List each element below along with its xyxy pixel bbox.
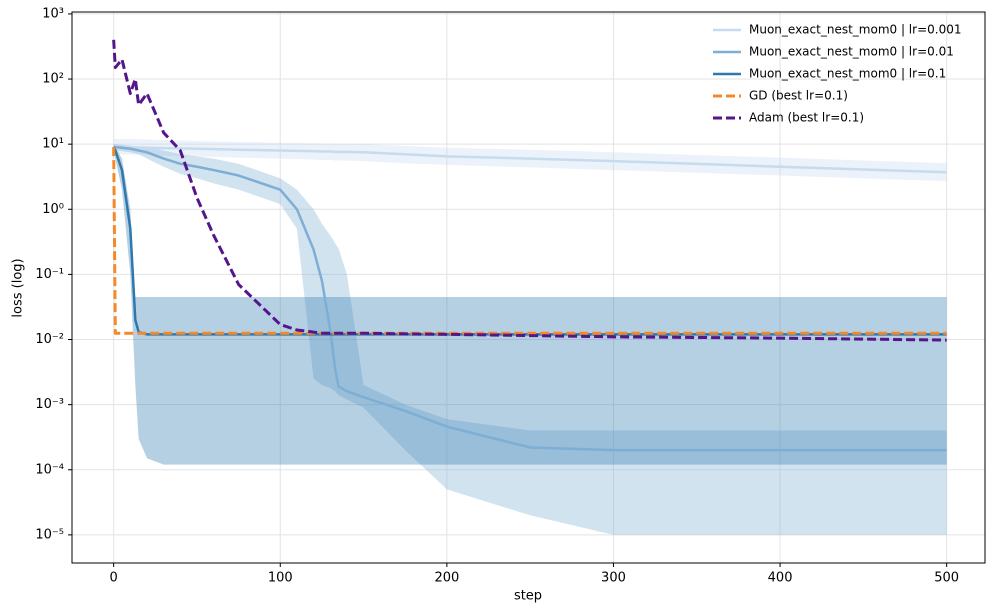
legend: Muon_exact_nest_mom0 | lr=0.001 Muon_exac… bbox=[713, 23, 961, 125]
x-tick-label: 200 bbox=[434, 571, 459, 586]
plot-frame bbox=[71, 11, 986, 564]
line bbox=[112, 39, 947, 342]
band bbox=[113, 144, 947, 535]
y-tick-label: 10⁻² bbox=[35, 332, 64, 347]
band bbox=[113, 138, 947, 182]
x-tick-label: 100 bbox=[268, 571, 293, 586]
legend-label: Muon_exact_nest_mom0 | lr=0.1 bbox=[749, 67, 946, 81]
y-tick-label: 10⁰ bbox=[42, 202, 64, 217]
axes: 0 100 200 300 400 500 10⁻⁵ 10⁻⁴ 10⁻³ 10⁻² 10⁻¹ 10⁰ 1… bbox=[35, 6, 959, 585]
bands bbox=[113, 138, 947, 535]
lines bbox=[112, 39, 947, 452]
legend-label: Adam (best lr=0.1) bbox=[749, 111, 864, 125]
y-tick-label: 10¹ bbox=[42, 137, 64, 152]
x-tick-label: 300 bbox=[601, 571, 626, 586]
legend-label: Muon_exact_nest_mom0 | lr=0.01 bbox=[749, 45, 954, 59]
band bbox=[113, 144, 947, 465]
line bbox=[113, 145, 947, 452]
y-tick-label: 10⁻⁵ bbox=[35, 527, 64, 542]
line bbox=[112, 147, 947, 335]
y-tick-label: 10² bbox=[42, 72, 64, 87]
y-tick-label: 10⁻⁴ bbox=[35, 462, 64, 477]
x-axis-label: step bbox=[514, 589, 542, 604]
y-tick-label: 10⁻³ bbox=[35, 397, 64, 412]
y-axis-label: loss (log) bbox=[11, 258, 26, 317]
y-tick-label: 10³ bbox=[42, 6, 64, 21]
legend-label: GD (best lr=0.1) bbox=[749, 89, 848, 103]
y-tick-label: 10⁻¹ bbox=[35, 267, 64, 282]
x-tick-label: 400 bbox=[768, 571, 793, 586]
line bbox=[113, 145, 947, 174]
legend-label: Muon_exact_nest_mom0 | lr=0.001 bbox=[749, 23, 961, 37]
x-tick-label: 500 bbox=[934, 571, 959, 586]
x-tick-label: 0 bbox=[110, 571, 118, 586]
